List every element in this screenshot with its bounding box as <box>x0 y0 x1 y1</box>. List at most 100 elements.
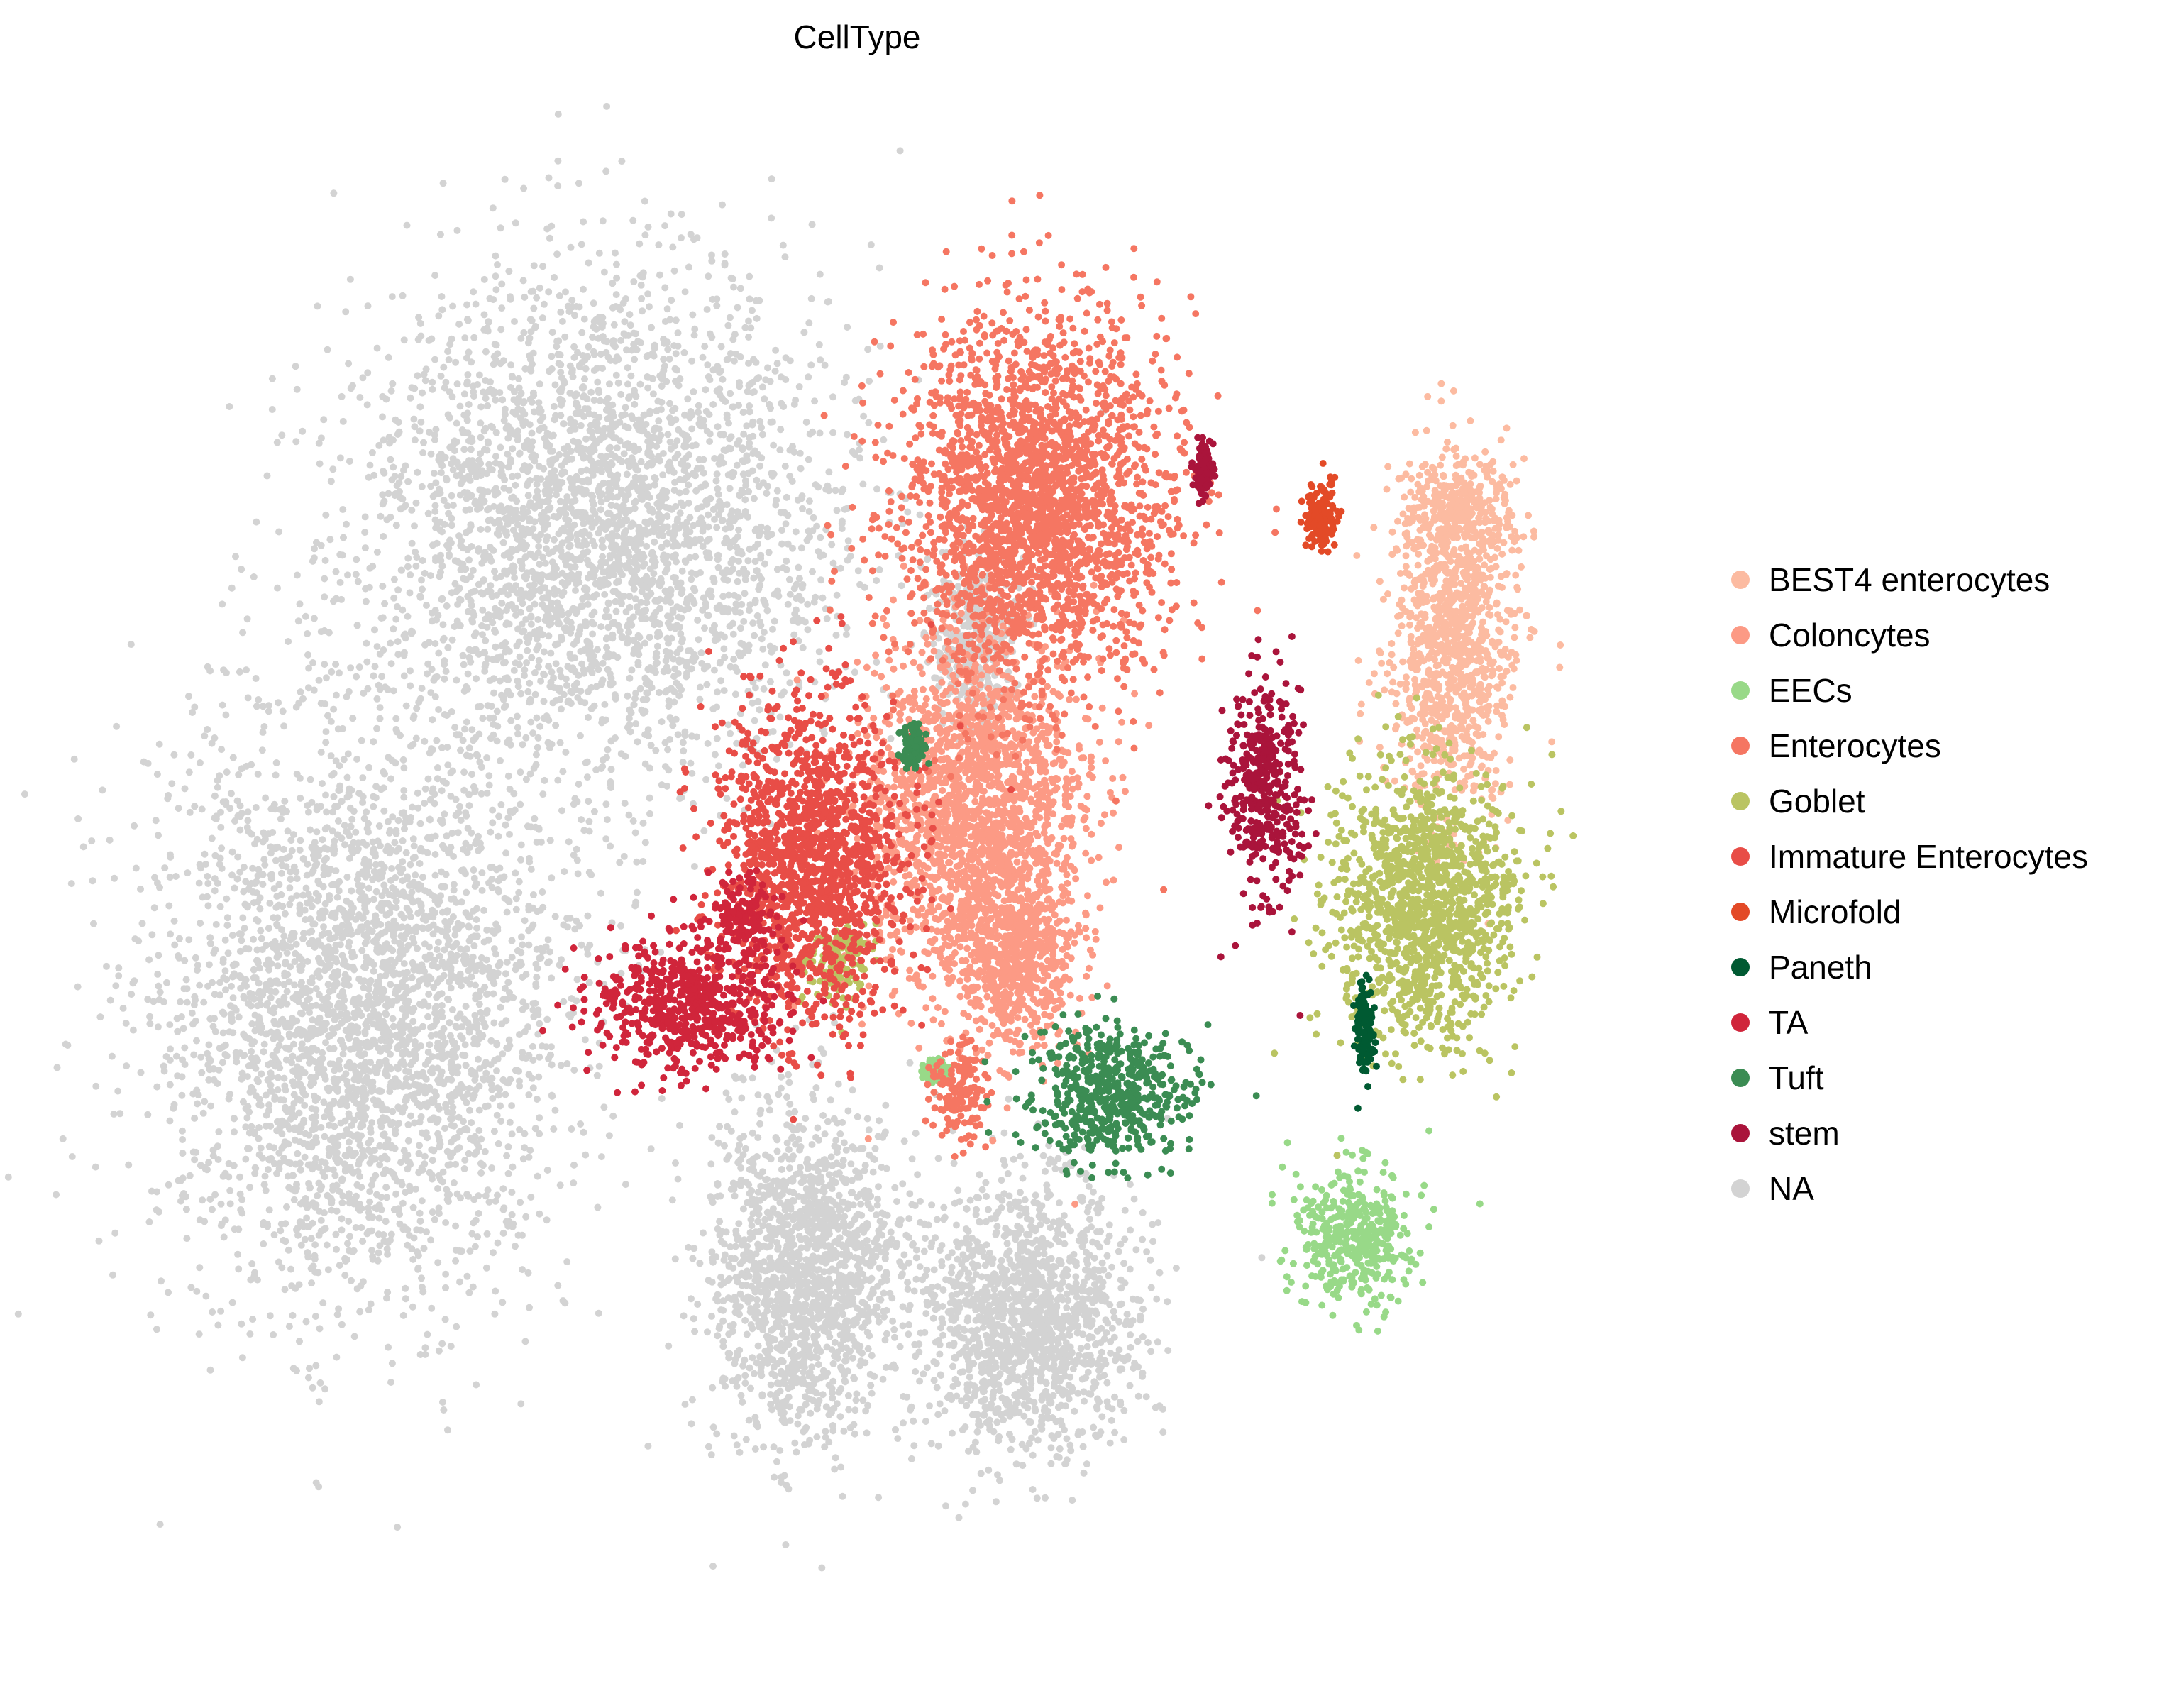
scatter-point <box>205 1159 213 1167</box>
scatter-point <box>723 795 731 803</box>
scatter-point <box>434 1115 442 1123</box>
scatter-point <box>467 658 475 666</box>
scatter-point <box>302 884 310 892</box>
scatter-point <box>597 623 605 631</box>
scatter-point <box>526 679 534 687</box>
scatter-point <box>637 458 645 465</box>
scatter-point <box>260 856 268 864</box>
scatter-point <box>375 822 383 830</box>
scatter-point <box>351 1196 359 1203</box>
scatter-point <box>297 991 305 998</box>
scatter-point <box>399 292 407 299</box>
scatter-point <box>343 1102 351 1110</box>
scatter-point <box>515 878 523 886</box>
scatter-point <box>231 970 238 978</box>
scatter-point <box>274 843 282 851</box>
scatter-point <box>283 1108 291 1115</box>
scatter-point <box>304 860 311 868</box>
scatter-point <box>350 996 358 1003</box>
scatter-point <box>339 417 347 425</box>
scatter-point <box>577 422 585 429</box>
scatter-point <box>431 832 439 840</box>
scatter-point <box>355 881 363 889</box>
scatter-point <box>386 847 394 854</box>
scatter-point <box>320 923 327 931</box>
scatter-point <box>171 941 179 949</box>
scatter-point <box>532 751 540 759</box>
scatter-point <box>345 981 353 989</box>
scatter-point <box>399 466 407 474</box>
scatter-point <box>270 1144 277 1152</box>
scatter-point <box>329 1008 337 1015</box>
scatter-point <box>453 1190 461 1198</box>
scatter-point <box>112 982 120 990</box>
scatter-point <box>421 1152 429 1160</box>
scatter-point <box>687 231 695 238</box>
scatter-point <box>265 1206 273 1214</box>
scatter-point <box>355 887 363 895</box>
scatter-point <box>429 930 437 938</box>
scatter-point <box>415 882 423 890</box>
scatter-point <box>238 1209 246 1217</box>
scatter-point <box>404 987 412 995</box>
scatter-point <box>479 606 487 614</box>
scatter-point <box>644 223 652 231</box>
scatter-point <box>255 696 263 703</box>
scatter-point <box>353 673 360 681</box>
scatter-point <box>442 1270 450 1278</box>
scatter-point <box>557 1062 565 1069</box>
scatter-point <box>426 913 434 920</box>
scatter-point <box>392 897 400 905</box>
scatter-point <box>283 1000 291 1008</box>
scatter-point <box>393 602 401 610</box>
scatter-point <box>499 1050 507 1058</box>
scatter-point <box>536 906 544 914</box>
scatter-point <box>430 1022 438 1030</box>
scatter-point <box>468 543 475 550</box>
scatter-point <box>182 1206 190 1213</box>
scatter-point <box>311 861 319 869</box>
scatter-point <box>522 971 530 979</box>
scatter-point <box>263 942 270 949</box>
scatter-point <box>373 549 381 556</box>
scatter-point <box>607 842 614 850</box>
scatter-point <box>411 522 418 530</box>
scatter-point <box>776 446 784 454</box>
scatter-point <box>196 1216 204 1224</box>
scatter-point <box>595 1309 602 1317</box>
scatter-point <box>688 575 695 583</box>
scatter-point <box>320 865 328 873</box>
scatter-point <box>441 883 448 891</box>
scatter-point <box>643 542 651 550</box>
scatter-point <box>279 707 287 715</box>
scatter-point <box>257 1144 265 1152</box>
scatter-point <box>416 820 424 827</box>
scatter-point <box>453 676 460 684</box>
scatter-point <box>487 582 495 590</box>
scatter-point <box>464 316 472 324</box>
scatter-point <box>548 974 556 982</box>
scatter-point <box>527 1194 535 1201</box>
scatter-point <box>296 1218 304 1226</box>
scatter-point <box>382 941 390 949</box>
scatter-point <box>419 1166 426 1174</box>
scatter-point <box>619 502 627 509</box>
scatter-point <box>330 881 338 888</box>
scatter-point <box>413 923 421 931</box>
scatter-point <box>448 830 456 837</box>
scatter-point <box>676 1122 683 1129</box>
scatter-point <box>438 1002 446 1009</box>
scatter-point <box>355 1160 363 1168</box>
scatter-point <box>129 979 137 987</box>
scatter-point <box>238 1354 246 1362</box>
scatter-point <box>135 937 143 945</box>
scatter-point <box>344 1240 351 1247</box>
scatter-point <box>296 1338 303 1345</box>
scatter-point <box>389 380 397 387</box>
scatter-point <box>315 1398 323 1406</box>
scatter-point <box>445 996 453 1003</box>
scatter-point <box>268 375 276 382</box>
scatter-point <box>424 1048 432 1056</box>
scatter-point <box>153 1083 161 1091</box>
scatter-point <box>480 906 488 914</box>
